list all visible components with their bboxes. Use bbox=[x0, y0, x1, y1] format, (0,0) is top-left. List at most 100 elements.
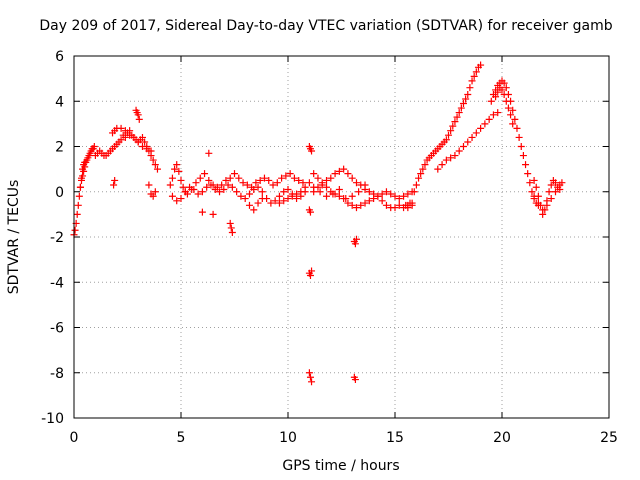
data-point bbox=[310, 183, 318, 191]
data-point bbox=[306, 373, 314, 381]
data-point bbox=[252, 179, 260, 187]
data-point bbox=[519, 152, 527, 160]
data-point bbox=[258, 195, 266, 203]
data-point bbox=[282, 172, 290, 180]
data-point bbox=[342, 195, 350, 203]
data-point bbox=[502, 97, 510, 105]
data-point bbox=[477, 124, 485, 132]
data-point bbox=[233, 188, 241, 196]
data-point bbox=[365, 197, 373, 205]
data-point bbox=[228, 228, 236, 236]
data-point bbox=[134, 138, 142, 146]
data-point bbox=[468, 133, 476, 141]
data-point bbox=[117, 136, 125, 144]
data-point bbox=[186, 183, 194, 191]
y-tick-label: -6 bbox=[50, 321, 64, 337]
data-point bbox=[308, 378, 316, 386]
data-point bbox=[464, 90, 472, 98]
x-tick-label: 15 bbox=[386, 430, 404, 446]
data-point bbox=[382, 188, 390, 196]
data-point bbox=[220, 185, 228, 193]
data-point bbox=[190, 185, 198, 193]
data-point bbox=[408, 201, 416, 209]
data-point bbox=[323, 183, 331, 191]
data-point bbox=[194, 190, 202, 198]
data-point bbox=[415, 174, 423, 182]
data-point bbox=[280, 197, 288, 205]
data-point bbox=[318, 181, 326, 189]
data-point bbox=[462, 95, 470, 103]
data-point bbox=[207, 181, 215, 189]
y-tick-label: -8 bbox=[50, 366, 64, 382]
data-point bbox=[348, 192, 356, 200]
data-point bbox=[459, 143, 467, 150]
data-point bbox=[284, 195, 292, 203]
data-point bbox=[278, 174, 286, 182]
data-point bbox=[168, 174, 176, 182]
data-point bbox=[73, 210, 81, 218]
y-tick-label: -4 bbox=[50, 275, 64, 291]
data-point bbox=[76, 183, 84, 191]
data-point bbox=[151, 188, 159, 196]
data-point bbox=[547, 181, 555, 189]
data-point bbox=[374, 192, 382, 200]
data-point bbox=[404, 190, 412, 198]
y-tick-label: 4 bbox=[55, 94, 64, 110]
data-point bbox=[138, 143, 146, 150]
data-point bbox=[447, 127, 455, 135]
data-point bbox=[77, 174, 85, 182]
data-point bbox=[110, 181, 118, 189]
data-point bbox=[327, 174, 335, 182]
data-point bbox=[177, 195, 185, 203]
data-point bbox=[329, 190, 337, 198]
data-point bbox=[352, 179, 360, 187]
data-point bbox=[494, 109, 502, 117]
data-point bbox=[532, 183, 540, 191]
data-point bbox=[222, 176, 230, 184]
data-point bbox=[500, 79, 508, 87]
data-point bbox=[153, 165, 161, 173]
data-point bbox=[391, 204, 399, 212]
data-point bbox=[323, 176, 331, 184]
data-point bbox=[552, 188, 559, 196]
data-point bbox=[192, 179, 200, 187]
data-point bbox=[453, 113, 461, 121]
data-point bbox=[147, 147, 155, 155]
data-point bbox=[335, 192, 343, 200]
data-point bbox=[344, 199, 352, 207]
data-point bbox=[284, 185, 292, 193]
data-point bbox=[504, 104, 512, 112]
data-point bbox=[306, 271, 314, 279]
data-point bbox=[177, 176, 185, 184]
data-point bbox=[487, 97, 495, 105]
data-point bbox=[196, 174, 204, 182]
data-point bbox=[81, 158, 89, 166]
data-point bbox=[143, 145, 151, 153]
data-point bbox=[226, 219, 234, 227]
x-tick-label: 20 bbox=[493, 430, 511, 446]
y-axis-label: SDTVAR / TECUs bbox=[6, 180, 22, 295]
data-point bbox=[412, 181, 420, 189]
data-point bbox=[90, 143, 98, 150]
data-point bbox=[228, 183, 236, 191]
data-point bbox=[250, 206, 258, 214]
data-point bbox=[75, 192, 83, 200]
data-point bbox=[310, 170, 318, 178]
data-point bbox=[455, 147, 463, 155]
x-tick-label: 10 bbox=[279, 430, 297, 446]
data-point bbox=[198, 208, 206, 216]
y-tick-label: 6 bbox=[55, 49, 64, 65]
data-point bbox=[323, 192, 331, 200]
data-point bbox=[288, 192, 296, 200]
data-point bbox=[543, 201, 551, 209]
data-point bbox=[135, 115, 143, 123]
data-point bbox=[205, 149, 213, 157]
data-point bbox=[299, 179, 307, 187]
data-point bbox=[438, 161, 446, 169]
data-point bbox=[306, 208, 314, 216]
data-point bbox=[507, 111, 515, 119]
data-point bbox=[201, 170, 209, 178]
data-point bbox=[130, 133, 138, 141]
data-point bbox=[175, 167, 183, 175]
data-point bbox=[534, 199, 542, 207]
